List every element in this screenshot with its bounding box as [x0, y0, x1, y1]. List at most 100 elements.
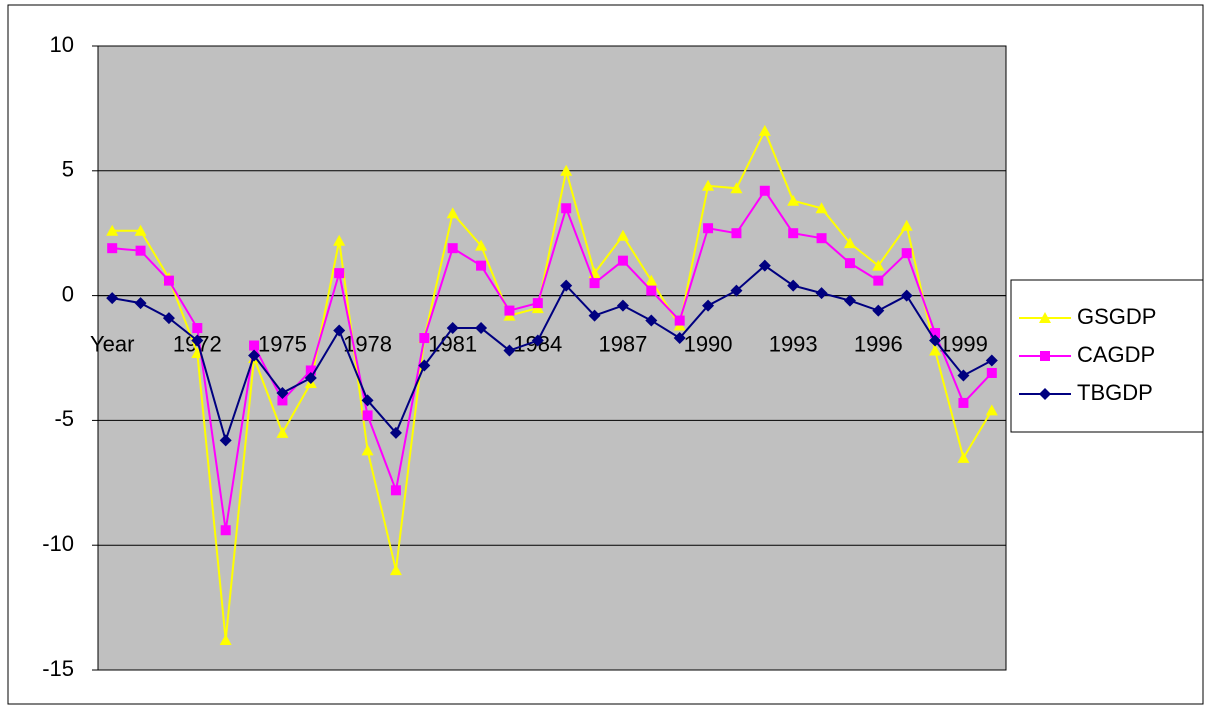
y-tick-label: -15	[42, 656, 74, 681]
point	[873, 275, 884, 286]
point	[730, 182, 743, 194]
point	[985, 404, 998, 416]
x-tick-label: 1987	[598, 331, 647, 356]
point	[304, 371, 317, 384]
point	[361, 444, 374, 456]
legend-label: TBGDP	[1077, 380, 1153, 405]
point	[901, 248, 912, 259]
point	[759, 185, 770, 196]
point	[758, 259, 771, 272]
point	[957, 451, 970, 463]
legend-marker	[1040, 351, 1050, 361]
x-tick-label: 1990	[684, 331, 733, 356]
point	[219, 434, 232, 447]
point	[589, 278, 600, 289]
point	[787, 279, 800, 292]
point	[219, 634, 232, 646]
point	[277, 395, 288, 406]
point	[333, 234, 346, 246]
point	[843, 237, 856, 249]
point	[702, 179, 715, 191]
point	[843, 294, 856, 307]
point	[249, 340, 260, 351]
point	[106, 292, 119, 305]
legend-marker	[1039, 388, 1051, 400]
plot-background	[97, 45, 1007, 671]
point	[616, 229, 629, 241]
legend-label: GSGDP	[1077, 304, 1156, 329]
point	[758, 124, 771, 136]
point	[135, 245, 146, 256]
point	[419, 333, 430, 344]
x-tick-label: 1996	[854, 331, 903, 356]
point	[646, 285, 657, 296]
point	[957, 369, 970, 382]
point	[362, 410, 373, 421]
point	[815, 287, 828, 300]
point	[645, 274, 658, 286]
point	[702, 299, 715, 312]
point	[986, 367, 997, 378]
point	[872, 259, 885, 271]
y-tick-label: -10	[42, 531, 74, 556]
y-tick-label: 0	[62, 281, 74, 306]
point	[475, 239, 488, 251]
point	[503, 344, 516, 357]
point	[476, 260, 487, 271]
point	[106, 224, 119, 236]
point	[844, 258, 855, 269]
point	[220, 525, 231, 536]
point	[673, 332, 686, 345]
x-tick-label: 1993	[769, 331, 818, 356]
point	[475, 322, 488, 335]
point	[929, 334, 942, 347]
y-tick-label: 10	[50, 32, 74, 57]
point	[162, 312, 175, 325]
point	[617, 255, 628, 266]
y-tick-label: -5	[54, 406, 74, 431]
point	[958, 397, 969, 408]
point	[107, 243, 118, 254]
point	[531, 334, 544, 347]
point	[163, 275, 174, 286]
point	[389, 564, 402, 576]
point	[333, 324, 346, 337]
point	[418, 359, 431, 372]
y-tick-label: 5	[62, 157, 74, 182]
point	[532, 298, 543, 309]
point	[787, 194, 800, 206]
point	[616, 299, 629, 312]
legend-marker	[1039, 312, 1051, 323]
point	[248, 349, 261, 362]
x-tick-label: Year	[90, 331, 134, 356]
point	[730, 284, 743, 297]
point	[900, 219, 913, 231]
point	[446, 322, 459, 335]
point	[390, 485, 401, 496]
point	[588, 309, 601, 322]
point	[305, 365, 316, 376]
series-line	[112, 128, 993, 641]
point	[645, 314, 658, 327]
point	[446, 207, 459, 219]
point	[788, 228, 799, 239]
point	[929, 344, 942, 356]
point	[815, 202, 828, 214]
point	[276, 386, 289, 399]
legend-label: CAGDP	[1077, 342, 1155, 367]
x-tick-label: 1999	[939, 331, 988, 356]
x-tick-label: 1981	[428, 331, 477, 356]
point	[276, 426, 289, 438]
point	[134, 297, 147, 310]
x-tick-label: 1975	[258, 331, 307, 356]
point	[560, 164, 573, 176]
point	[703, 223, 714, 234]
point	[361, 394, 374, 407]
point	[191, 334, 204, 347]
point	[872, 304, 885, 317]
point	[560, 279, 573, 292]
point	[192, 323, 203, 334]
x-tick-label: 1978	[343, 331, 392, 356]
point	[561, 203, 572, 214]
